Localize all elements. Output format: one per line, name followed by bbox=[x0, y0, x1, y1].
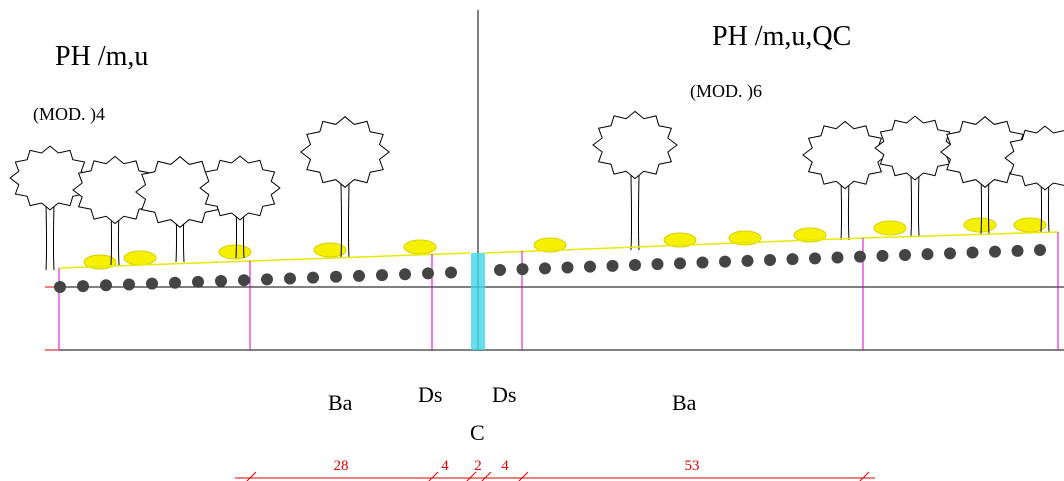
hedge-dot bbox=[445, 266, 457, 279]
tree-crown bbox=[802, 120, 888, 190]
hedge-dot bbox=[284, 272, 296, 285]
center-label: C bbox=[470, 420, 485, 445]
hedge-dots bbox=[54, 244, 1046, 293]
shrub bbox=[663, 232, 697, 248]
hedge-dot bbox=[146, 277, 158, 290]
dimension-label: 4 bbox=[501, 458, 509, 474]
zone-label: Ba bbox=[672, 390, 697, 415]
dimension-tick bbox=[481, 471, 492, 481]
dimension-tick bbox=[466, 471, 477, 481]
tree-crown bbox=[135, 156, 225, 228]
right-module: (MOD. )6 bbox=[690, 81, 762, 102]
hedge-dot bbox=[629, 259, 641, 272]
zone-label: Ba bbox=[328, 390, 353, 415]
hedge-dot bbox=[399, 268, 411, 281]
dimension-label: 2 bbox=[474, 458, 482, 474]
zone-label: Ds bbox=[492, 382, 516, 407]
hedge-dot bbox=[422, 267, 434, 280]
dimension-ticks bbox=[246, 471, 870, 481]
shrub bbox=[873, 220, 907, 236]
hedge-dot bbox=[674, 257, 686, 270]
hedge-dot bbox=[330, 270, 342, 283]
shrub bbox=[533, 237, 567, 253]
hedge-dot bbox=[719, 255, 731, 268]
hedge-dot bbox=[169, 276, 181, 289]
trees bbox=[9, 110, 1064, 271]
shrub bbox=[313, 242, 347, 258]
shrub bbox=[793, 227, 827, 243]
left-module: (MOD. )4 bbox=[33, 104, 105, 125]
left-title: PH /m,u bbox=[55, 41, 148, 72]
hedge-dot bbox=[261, 273, 273, 286]
hedge-dot bbox=[1034, 244, 1046, 257]
tree-crown bbox=[199, 155, 281, 221]
hedge-dot bbox=[921, 248, 934, 261]
hedge-dot bbox=[376, 269, 388, 282]
hedge-dot bbox=[944, 247, 956, 260]
zone-label: Ds bbox=[418, 382, 442, 407]
hedge-dot bbox=[494, 264, 506, 276]
hedge-dot bbox=[831, 251, 844, 264]
hedge-dot bbox=[1011, 244, 1024, 257]
hedge-dot bbox=[539, 262, 551, 275]
hedge-dot bbox=[606, 259, 619, 272]
tree-crown bbox=[300, 116, 390, 188]
hedge-dot bbox=[876, 249, 889, 262]
hedge-dot bbox=[854, 250, 866, 263]
shrub bbox=[218, 244, 252, 260]
hedge-dot bbox=[192, 275, 204, 288]
hedge-dot bbox=[899, 249, 911, 262]
hedge-dot bbox=[123, 278, 135, 291]
hedge-dot bbox=[989, 245, 1001, 258]
tree-crown bbox=[874, 115, 956, 181]
dimension-label: 28 bbox=[334, 458, 349, 474]
right-title: PH /m,u,QC bbox=[712, 21, 851, 52]
shrub bbox=[963, 217, 997, 233]
hedge-dot bbox=[809, 252, 821, 265]
hedge-dot bbox=[764, 254, 776, 267]
tree-crown bbox=[72, 155, 158, 225]
hedge-dot bbox=[584, 260, 596, 273]
channel bbox=[471, 253, 485, 350]
dimension-tick bbox=[246, 471, 257, 481]
dimension-tick bbox=[428, 471, 439, 481]
hedge-dot bbox=[696, 256, 709, 269]
hedge-dot bbox=[966, 246, 979, 259]
hedge-dot bbox=[77, 280, 89, 293]
dimension-tick bbox=[518, 471, 529, 481]
hedge-dot bbox=[786, 253, 799, 266]
tree-crown bbox=[1004, 125, 1064, 191]
hedge-dot bbox=[54, 281, 66, 293]
tree-crown bbox=[592, 110, 678, 180]
dimension-tick bbox=[859, 471, 870, 481]
dimension-label: 53 bbox=[685, 458, 700, 474]
hedge-dot bbox=[100, 279, 112, 292]
hedge-dot bbox=[353, 269, 365, 282]
hedge-dot bbox=[238, 274, 250, 287]
hedge-dot bbox=[741, 254, 754, 267]
shrub bbox=[403, 239, 437, 255]
tree-crown bbox=[940, 116, 1030, 188]
slope-left bbox=[58, 252, 471, 269]
shrub bbox=[728, 230, 762, 246]
shrub bbox=[123, 250, 157, 266]
dimension-label: 4 bbox=[441, 458, 449, 474]
hedge-dot bbox=[651, 258, 664, 271]
shrub bbox=[1013, 217, 1047, 233]
hedge-dot bbox=[516, 263, 529, 276]
tree-crown bbox=[9, 145, 91, 211]
hedge-dot bbox=[561, 261, 574, 274]
hedge-dot bbox=[215, 275, 227, 288]
hedge-dot bbox=[307, 271, 319, 284]
